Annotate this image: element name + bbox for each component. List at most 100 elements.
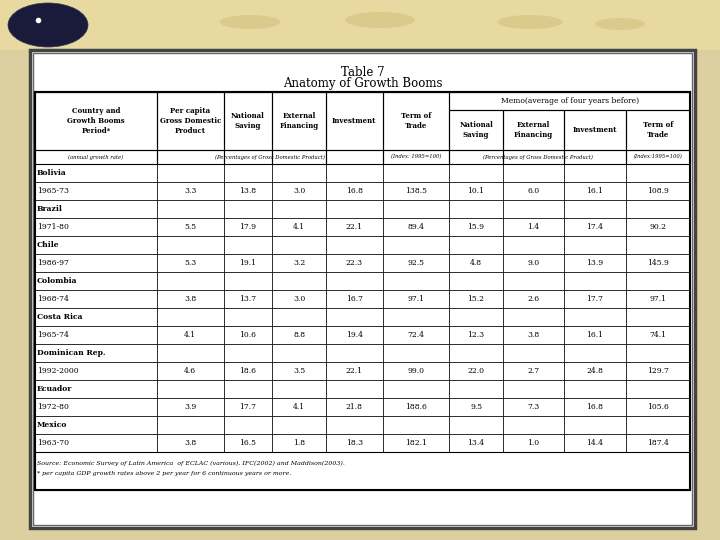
Text: 17.7: 17.7 [586, 295, 603, 303]
Bar [326, 380, 382, 398]
Bar [35, 434, 157, 452]
Text: 97.1: 97.1 [649, 295, 666, 303]
Bar [564, 344, 626, 362]
Text: (Index:1995=100): (Index:1995=100) [634, 154, 682, 160]
Text: 3.0: 3.0 [293, 187, 305, 195]
Text: 1992-2000: 1992-2000 [37, 367, 78, 375]
Bar [326, 290, 382, 308]
Bar [157, 200, 224, 218]
Text: 4.1: 4.1 [293, 403, 305, 411]
Bar [35, 182, 157, 200]
Bar [503, 290, 564, 308]
Text: 15.9: 15.9 [467, 223, 485, 231]
Text: 8.8: 8.8 [293, 331, 305, 339]
Text: 3.8: 3.8 [527, 331, 540, 339]
Bar [449, 308, 503, 326]
Bar [382, 290, 449, 308]
Text: 13.9: 13.9 [586, 259, 603, 267]
Text: 16.8: 16.8 [586, 403, 603, 411]
Text: 4.8: 4.8 [470, 259, 482, 267]
Text: 3.5: 3.5 [293, 367, 305, 375]
Bar [564, 398, 626, 416]
Bar [35, 416, 157, 434]
Text: 16.8: 16.8 [346, 187, 363, 195]
Text: Bolivia: Bolivia [37, 169, 67, 177]
Bar [272, 218, 326, 236]
Bar [564, 308, 626, 326]
Text: 18.6: 18.6 [240, 367, 256, 375]
Bar [272, 272, 326, 290]
Bar [224, 434, 272, 452]
Text: 145.9: 145.9 [647, 259, 669, 267]
Bar [326, 218, 382, 236]
Bar [33, 53, 692, 525]
Bar [382, 182, 449, 200]
Text: 3.3: 3.3 [184, 187, 197, 195]
Text: Source: Economic Survey of Latin America  of ECLAC (various), IFC(2002) and Madd: Source: Economic Survey of Latin America… [37, 461, 345, 465]
Bar [157, 182, 224, 200]
Text: Colombia: Colombia [37, 277, 78, 285]
Text: 1986-97: 1986-97 [37, 259, 69, 267]
Text: 105.6: 105.6 [647, 403, 669, 411]
Bar [35, 380, 157, 398]
Ellipse shape [8, 3, 88, 47]
Bar [564, 380, 626, 398]
Bar [157, 150, 224, 164]
Bar [503, 218, 564, 236]
Bar [626, 290, 690, 308]
Text: 22.1: 22.1 [346, 367, 363, 375]
Bar [326, 164, 382, 182]
Bar [35, 308, 157, 326]
Bar [449, 182, 503, 200]
Text: National
Saving: National Saving [459, 121, 493, 139]
Text: 90.2: 90.2 [649, 223, 666, 231]
Text: 1965-73: 1965-73 [37, 187, 69, 195]
Bar [564, 434, 626, 452]
Bar [326, 182, 382, 200]
Bar [272, 434, 326, 452]
Bar [326, 398, 382, 416]
Bar [35, 236, 157, 254]
Bar [449, 344, 503, 362]
Bar [626, 164, 690, 182]
Ellipse shape [498, 15, 562, 29]
Bar [224, 398, 272, 416]
Bar [157, 326, 224, 344]
Bar [449, 236, 503, 254]
Text: 129.7: 129.7 [647, 367, 669, 375]
Bar [157, 362, 224, 380]
Text: 13.8: 13.8 [240, 187, 256, 195]
Bar [272, 290, 326, 308]
Bar [272, 200, 326, 218]
Text: 6.0: 6.0 [528, 187, 539, 195]
Bar [326, 308, 382, 326]
Bar [382, 416, 449, 434]
Text: 22.3: 22.3 [346, 259, 363, 267]
Bar [272, 164, 326, 182]
Text: 14.4: 14.4 [586, 439, 603, 447]
Bar [449, 362, 503, 380]
Bar [157, 254, 224, 272]
Bar [503, 362, 564, 380]
Bar [626, 200, 690, 218]
Bar [382, 434, 449, 452]
Bar [326, 92, 382, 150]
Text: 5.3: 5.3 [184, 259, 197, 267]
Text: Per capita
Gross Domestic
Product: Per capita Gross Domestic Product [160, 107, 221, 135]
Bar [0, 0, 720, 50]
Text: 97.1: 97.1 [408, 295, 425, 303]
Bar [224, 200, 272, 218]
Bar [35, 254, 157, 272]
Bar [564, 272, 626, 290]
Ellipse shape [595, 18, 645, 30]
Bar [449, 150, 503, 164]
Bar [449, 110, 503, 150]
Bar [224, 218, 272, 236]
Text: 3.0: 3.0 [293, 295, 305, 303]
Bar [564, 290, 626, 308]
Bar [157, 434, 224, 452]
Text: 17.4: 17.4 [586, 223, 603, 231]
Text: 22.0: 22.0 [467, 367, 485, 375]
Text: 19.4: 19.4 [346, 331, 363, 339]
Bar [382, 308, 449, 326]
